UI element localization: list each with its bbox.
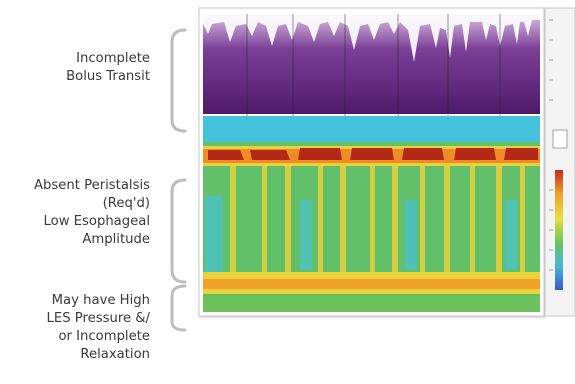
scale-column bbox=[544, 7, 575, 317]
bracket-bolus-transit bbox=[170, 28, 187, 133]
pressure-panel bbox=[203, 116, 540, 312]
les-band bbox=[203, 272, 540, 294]
annotation-high-les-pressure: May have High LES Pressure &/ or Incompl… bbox=[46, 293, 150, 362]
pressure-streaks bbox=[230, 160, 525, 290]
impedance-panel bbox=[203, 14, 540, 300]
ues-band bbox=[203, 146, 540, 166]
pressure-color-scale bbox=[555, 170, 563, 290]
bracket-peristalsis bbox=[170, 178, 187, 284]
annotation-incomplete-bolus-transit: Incomplete Bolus Transit bbox=[66, 51, 150, 84]
annotation-absent-peristalsis: Absent Peristalsis (Req'd) Low Esophagea… bbox=[34, 178, 150, 247]
bracket-les bbox=[170, 284, 187, 332]
